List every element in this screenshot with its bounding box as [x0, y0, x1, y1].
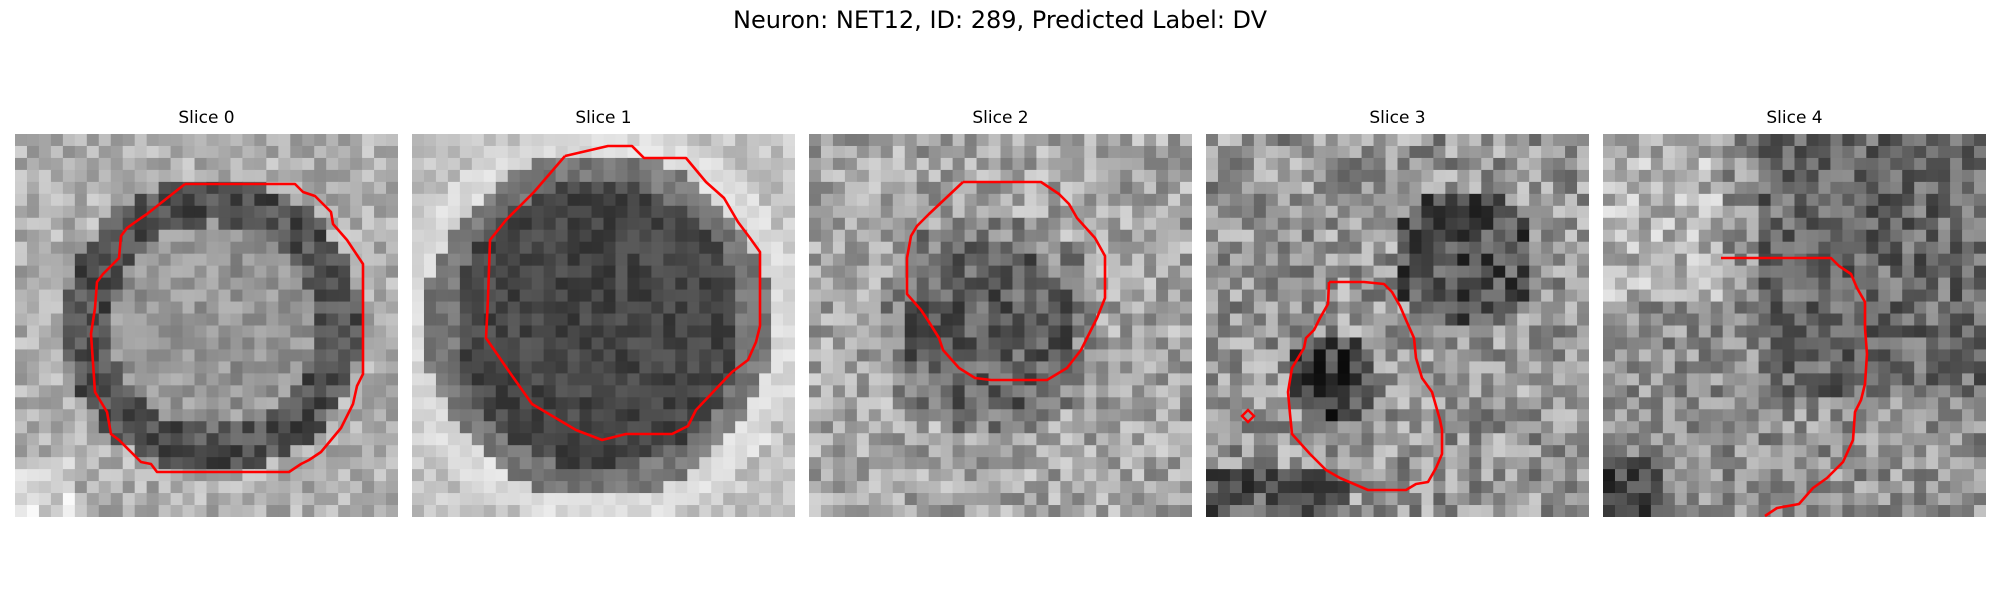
slice-title: Slice 0: [178, 108, 235, 128]
pixel-grid: [412, 134, 795, 517]
small-contour: [1240, 408, 1256, 424]
cell-contour: [89, 182, 365, 474]
slice-image: [1603, 134, 1986, 517]
slice-title: Slice 3: [1369, 108, 1426, 128]
pixel-grid: [809, 134, 1192, 517]
pixel-grid: [15, 134, 398, 517]
cell-contour: [1286, 280, 1444, 492]
pixel-grid: [1206, 134, 1589, 517]
figure-title: Neuron: NET12, ID: 289, Predicted Label:…: [732, 6, 1268, 34]
slice-panel-1: Slice 1: [412, 108, 795, 522]
slice-image: [412, 134, 795, 517]
cell-contour: [484, 144, 762, 442]
cell-contour: [905, 180, 1107, 382]
slice-image: [1206, 134, 1589, 517]
slice-panel-4: Slice 4: [1603, 108, 1986, 522]
slice-title: Slice 2: [972, 108, 1029, 128]
cell-contour: [1721, 256, 1869, 517]
slice-panel-3: Slice 3: [1206, 108, 1589, 522]
slice-image: [15, 134, 398, 517]
slice-panel-2: Slice 2: [809, 108, 1192, 522]
slice-panel-0: Slice 0: [15, 108, 398, 522]
slice-title: Slice 4: [1766, 108, 1823, 128]
pixel-grid: [1603, 134, 1986, 517]
slice-image: [809, 134, 1192, 517]
slice-title: Slice 1: [575, 108, 632, 128]
